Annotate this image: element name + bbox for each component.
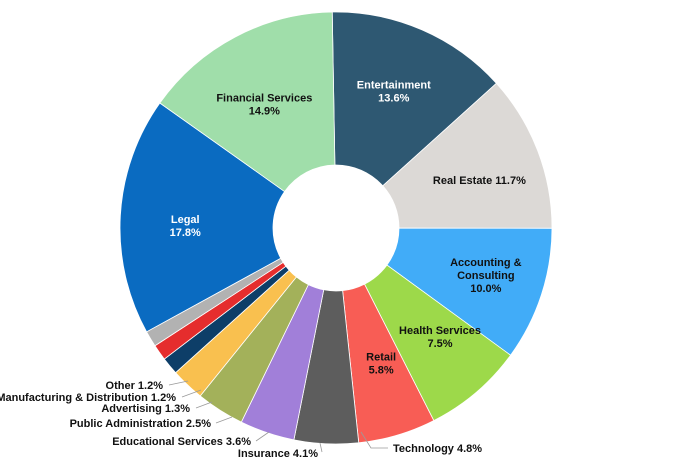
- leader-line-insurance: [319, 442, 323, 453]
- slice-label-manufacturing-and-distribution: Manufacturing & Distribution 1.2%: [0, 392, 176, 404]
- slice-label-technology: Technology 4.8%: [393, 443, 482, 455]
- slice-label-real-estate: Real Estate 11.7%: [433, 175, 526, 187]
- slice-label-line: 10.0%: [470, 283, 501, 295]
- slice-label-financial-services: Financial Services 14.9%: [216, 92, 312, 117]
- slice-label-advertising: Advertising 1.3%: [101, 403, 190, 415]
- slice-financial-services: [159, 11, 336, 193]
- leader-line-educational-services: [255, 431, 270, 442]
- slice-legal: [119, 102, 286, 333]
- slice-label-line: 17.8%: [170, 227, 201, 239]
- slice-accounting-and-consulting: [386, 227, 553, 356]
- leader-line-advertising: [195, 401, 213, 409]
- slices: [119, 11, 553, 445]
- slice-label-line: Health Services: [399, 325, 481, 337]
- slice-label-line: Real Estate 11.7%: [433, 175, 526, 187]
- slice-label-other: Other 1.2%: [106, 380, 164, 392]
- slice-label-educational-services: Educational Services 3.6%: [112, 436, 251, 448]
- slice-label-line: Legal: [171, 214, 200, 226]
- donut-hole: [274, 166, 398, 290]
- slice-label-line: 7.5%: [427, 338, 452, 350]
- slice-label-line: Retail: [366, 352, 396, 364]
- leader-line-manufacturing-and-distribution: [181, 389, 202, 398]
- slice-label-line: Accounting &: [450, 257, 522, 269]
- slice-label-legal: Legal 17.8%: [170, 214, 201, 239]
- slice-label-retail: Retail 5.8%: [366, 352, 396, 377]
- slice-label-public-administration: Public Administration 2.5%: [70, 418, 212, 430]
- leader-line-other: [168, 380, 189, 386]
- slice-label-line: Entertainment: [357, 80, 431, 92]
- leader-line-public-administration: [215, 416, 233, 424]
- slice-label-line: 13.6%: [378, 93, 409, 105]
- slice-label-line: Financial Services: [216, 92, 312, 104]
- slice-real-estate: [382, 82, 553, 229]
- slice-label-line: 5.8%: [369, 365, 394, 377]
- leader-line-technology: [360, 431, 388, 449]
- slice-label-entertainment: Entertainment 13.6%: [357, 80, 431, 105]
- slice-labels: Entertainment 13.6% Real Estate 11.7% Accou…: [0, 80, 526, 457]
- slice-label-accounting-and-consulting: Accounting & Consulting 10.0%: [450, 257, 522, 295]
- slice-label-insurance: Insurance 4.1%: [238, 448, 318, 457]
- slice-label-health-services: Health Services 7.5%: [399, 325, 481, 350]
- slice-label-line: 14.9%: [249, 105, 280, 117]
- slice-entertainment: [331, 11, 497, 187]
- slice-label-line: Consulting: [457, 270, 514, 282]
